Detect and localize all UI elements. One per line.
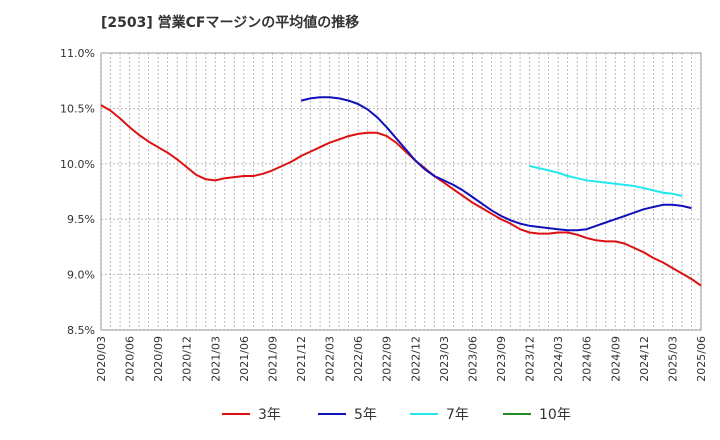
x-tick-label: 2023/06 [466,336,479,382]
x-tick-label: 2024/06 [581,336,594,382]
legend-label: 5年 [354,407,377,423]
legend-swatch [222,413,250,415]
y-tick-label: 8.5% [67,324,95,337]
y-axis-ticks: 8.5% 9.0% 9.5% 10.0% 10.5% 11.0% [60,47,95,337]
x-tick-label: 2021/06 [238,336,251,382]
x-tick-label: 2025/03 [666,336,679,382]
x-tick-label: 2024/03 [552,336,565,382]
x-tick-label: 2021/12 [295,336,308,382]
chart-title: [2503] 営業CFマージンの平均値の推移 [101,15,360,31]
legend: 3年 5年 7年 10年 [0,400,720,430]
plot-area [100,52,702,331]
series-line-5年 [300,96,692,232]
legend-swatch [318,413,346,415]
legend-label: 10年 [539,407,571,423]
legend-item: 3年 [222,404,281,424]
x-tick-label: 2024/12 [638,336,651,382]
series-lines [100,96,702,287]
y-tick-label: 9.0% [67,269,95,282]
x-tick-label: 2022/03 [324,336,337,382]
legend-item: 7年 [410,404,469,424]
legend-item: 5年 [318,404,377,424]
legend-swatch [503,413,531,415]
x-tick-label: 2020/03 [95,336,108,382]
x-tick-label: 2021/09 [266,336,279,382]
y-tick-label: 10.0% [60,158,95,171]
y-tick-label: 11.0% [60,47,95,60]
grid-lines [100,52,702,331]
legend-label: 3年 [258,407,281,423]
series-line-7年 [529,165,683,197]
x-tick-label: 2020/06 [124,336,137,382]
y-tick-label: 10.5% [60,102,95,115]
series-line-3年 [100,104,702,287]
x-tick-label: 2024/09 [609,336,622,382]
x-tick-label: 2023/09 [495,336,508,382]
x-axis-ticks: 2020/03 2020/06 2020/09 2020/12 2021/03 2021/… [95,336,708,382]
legend-swatch [410,413,438,415]
y-tick-label: 9.5% [67,213,95,226]
x-tick-label: 2023/03 [438,336,451,382]
legend-item: 10年 [503,404,571,424]
x-tick-label: 2020/12 [181,336,194,382]
x-tick-label: 2022/09 [381,336,394,382]
legend-label: 7年 [446,407,469,423]
x-tick-label: 2025/06 [695,336,708,382]
x-tick-label: 2022/12 [409,336,422,382]
x-tick-label: 2021/03 [209,336,222,382]
x-tick-label: 2023/12 [524,336,537,382]
x-tick-label: 2022/06 [352,336,365,382]
x-tick-label: 2020/09 [152,336,165,382]
